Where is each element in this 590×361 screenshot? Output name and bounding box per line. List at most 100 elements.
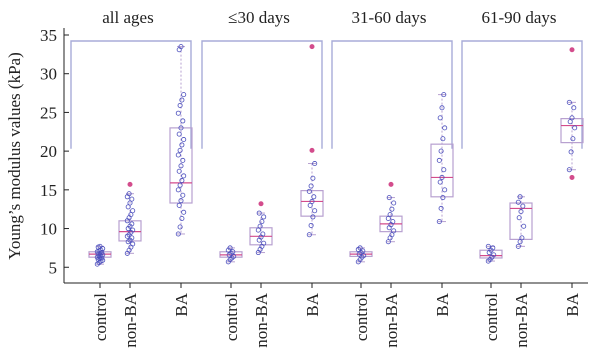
data-point <box>567 119 573 125</box>
panel: 31-60 days control non-BA BA <box>331 8 454 348</box>
y-tick-label: 20 <box>40 142 57 161</box>
y-tick-label: 10 <box>40 220 57 239</box>
data-point <box>309 198 315 204</box>
x-tick-label: BA <box>172 292 191 316</box>
box: BA <box>560 47 584 317</box>
data-point <box>516 215 522 221</box>
data-point <box>230 249 236 255</box>
data-point <box>390 219 396 225</box>
y-tick-label: 35 <box>40 26 57 45</box>
axes: 5 10 15 20 25 30 35 <box>40 26 588 284</box>
data-point <box>391 228 397 234</box>
data-point <box>387 212 393 218</box>
data-point <box>436 157 442 163</box>
group-bracket <box>331 40 453 149</box>
data-point <box>437 115 443 121</box>
data-point <box>130 227 136 233</box>
data-point <box>126 191 132 197</box>
data-point <box>181 137 187 143</box>
data-point <box>178 44 184 50</box>
data-point <box>99 255 105 261</box>
outlier-point <box>569 174 575 180</box>
box: non-BA <box>118 181 142 348</box>
box: BA <box>169 44 193 317</box>
x-tick-label: non-BA <box>512 292 531 348</box>
data-point <box>127 200 133 206</box>
data-point <box>97 243 103 249</box>
data-point <box>312 161 318 167</box>
x-tick-label: control <box>482 293 501 341</box>
data-point <box>311 194 317 200</box>
data-point <box>569 115 575 121</box>
outlier-point <box>309 44 315 50</box>
data-point <box>566 99 572 105</box>
data-point <box>308 222 314 228</box>
data-point <box>177 102 183 108</box>
data-point <box>517 194 523 200</box>
box: non-BA <box>509 194 533 348</box>
panel: 61-90 days control non-BA BA <box>461 8 584 348</box>
data-point <box>517 239 523 245</box>
data-point <box>177 182 183 188</box>
box: control <box>349 245 373 341</box>
data-point <box>439 174 445 180</box>
data-point <box>310 175 316 181</box>
data-point <box>255 227 261 233</box>
data-point <box>518 209 524 215</box>
group-bracket <box>201 40 323 149</box>
data-point <box>181 209 187 215</box>
x-tick-label: non-BA <box>121 292 140 348</box>
data-point <box>178 198 184 204</box>
box: control <box>479 243 503 341</box>
data-point <box>256 210 262 216</box>
data-point <box>389 206 395 212</box>
data-point <box>261 214 267 220</box>
data-point <box>181 173 187 179</box>
data-point <box>521 223 527 229</box>
x-tick-label: BA <box>563 292 582 316</box>
data-point <box>175 187 181 193</box>
x-tick-label: BA <box>303 292 322 316</box>
data-point <box>176 168 182 174</box>
panel-title: 61-90 days <box>481 8 556 27</box>
box: BA <box>300 44 324 317</box>
data-point <box>177 147 183 153</box>
data-point <box>306 188 312 194</box>
outlier-point <box>388 181 394 187</box>
x-tick-label: non-BA <box>252 292 271 348</box>
data-point <box>308 183 314 189</box>
data-point <box>570 136 576 142</box>
data-point <box>490 245 496 251</box>
box: non-BA <box>379 181 403 348</box>
data-point <box>361 253 367 259</box>
data-point <box>179 215 185 221</box>
data-point <box>177 224 183 230</box>
y-ticks: 5 10 15 20 25 30 35 <box>40 26 69 277</box>
data-point <box>307 202 313 208</box>
data-point <box>125 204 131 210</box>
box: non-BA <box>249 201 273 348</box>
x-tick-label: non-BA <box>382 292 401 348</box>
y-tick-label: 15 <box>40 181 57 200</box>
panel-title: all ages <box>102 8 153 27</box>
box-body <box>430 143 454 198</box>
box: control <box>88 243 112 341</box>
data-point <box>438 148 444 154</box>
outlier-point <box>127 181 133 187</box>
data-point <box>231 253 237 259</box>
data-point <box>571 105 577 111</box>
data-point <box>386 195 392 201</box>
data-point <box>130 208 136 214</box>
data-point <box>360 248 366 254</box>
data-point <box>385 215 391 221</box>
x-tick-label: BA <box>433 292 452 316</box>
outlier-point <box>258 201 264 207</box>
data-point <box>260 231 266 237</box>
data-point <box>485 243 491 249</box>
data-point <box>257 223 263 229</box>
data-point <box>357 245 363 251</box>
data-point <box>515 243 521 249</box>
panel-title: ≤30 days <box>228 8 290 27</box>
panels: all ages control non-BA BA ≤30 days control no… <box>70 8 584 348</box>
outlier-point <box>569 47 575 53</box>
